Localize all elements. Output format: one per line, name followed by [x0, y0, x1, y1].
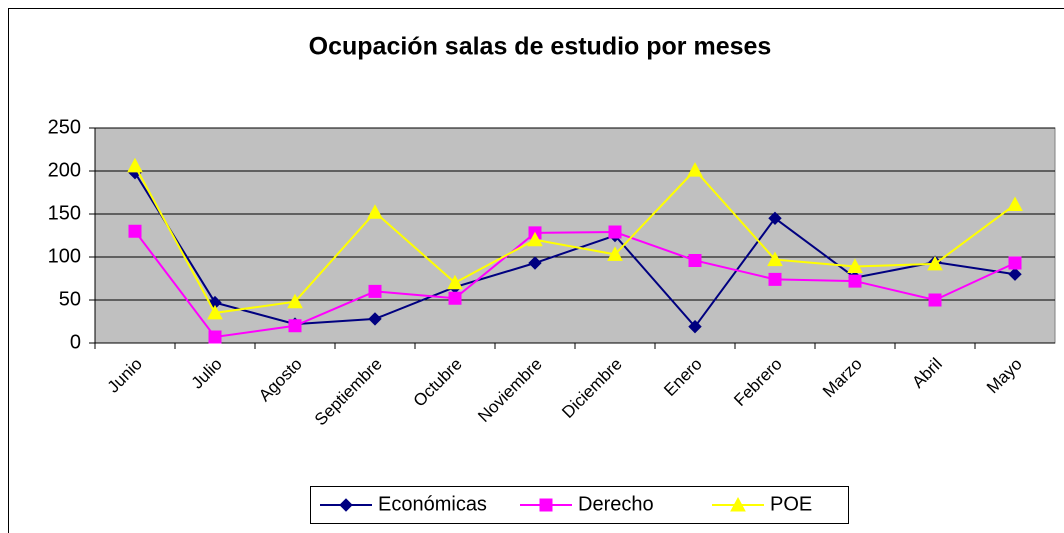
series-line [134, 230, 1016, 339]
data-point [688, 253, 702, 267]
data-point [287, 293, 303, 309]
data-point [207, 304, 223, 320]
data-point [767, 251, 783, 267]
legend-label: Económicas [378, 493, 487, 515]
data-point [367, 204, 383, 219]
legend-label: POE [770, 493, 812, 515]
data-point [208, 330, 222, 344]
data-point [368, 284, 382, 298]
data-point [448, 291, 462, 305]
y-tick-label: 250 [48, 116, 81, 138]
data-point [688, 319, 702, 334]
data-point [1008, 267, 1022, 281]
y-tick-label: 200 [48, 159, 81, 181]
plot-area [94, 127, 1056, 344]
data-point [288, 319, 302, 333]
series-line [134, 172, 1016, 329]
data-point [608, 225, 622, 239]
y-tick-label: 150 [48, 202, 81, 224]
legend-label: Derecho [578, 493, 654, 515]
data-point [447, 274, 463, 290]
legend-marker [339, 498, 353, 512]
data-point [368, 312, 382, 326]
legend-marker [730, 496, 746, 512]
data-point [687, 162, 703, 177]
series-line [134, 165, 1016, 314]
y-tick-label: 100 [48, 245, 81, 267]
data-point [847, 258, 863, 273]
y-tick-label: 50 [59, 288, 81, 310]
data-point [1008, 256, 1022, 270]
data-point [128, 224, 142, 238]
data-point [607, 246, 623, 261]
data-point [928, 293, 942, 307]
data-point [768, 272, 782, 286]
data-point [1007, 196, 1023, 212]
data-point [848, 274, 862, 288]
data-point [927, 255, 943, 271]
data-point [768, 211, 782, 226]
y-tick-label: 0 [70, 331, 81, 353]
data-point [528, 256, 542, 270]
chart-title: Ocupación salas de estudio por meses [309, 33, 772, 61]
data-point [127, 157, 143, 173]
data-point [527, 231, 543, 247]
legend-marker [539, 498, 553, 512]
